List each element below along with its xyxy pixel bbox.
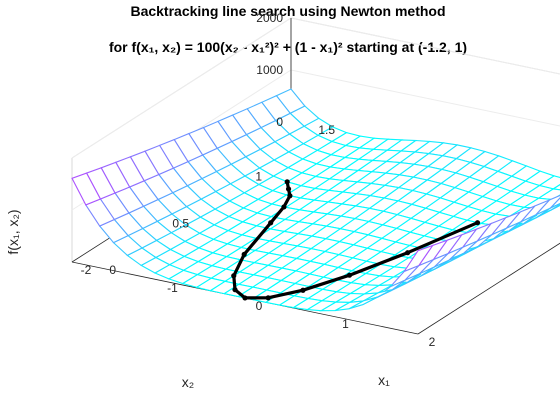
path-point (284, 179, 290, 185)
path-point (287, 193, 293, 199)
z-tick-label: 0 (276, 115, 283, 129)
tick-labels: 0 1000 2000 0 0.5 1 1.5 -2 -1 0 1 2 (81, 11, 436, 349)
path-point (268, 220, 274, 226)
x2-tick-label: 0.5 (172, 216, 189, 230)
surface-mesh (71, 88, 560, 312)
x1-tick-label: -1 (167, 281, 178, 295)
z-tick-label: 2000 (256, 11, 283, 25)
x1-tick-label: -2 (81, 263, 92, 277)
chart-title-line2: for f(x₁, x₂) = 100(x₂ - x₁²)² + (1 - x₁… (109, 39, 467, 55)
path-point (231, 273, 237, 279)
axis-line (417, 242, 560, 335)
path-point (285, 186, 292, 192)
z-tick-label: 1000 (256, 63, 283, 77)
chart-title-line1: Backtracking line search using Newton me… (130, 3, 445, 19)
z-axis-label: f(x₁, x₂) (5, 209, 21, 254)
path-point (232, 287, 238, 293)
iterate-path (231, 179, 481, 301)
x2-tick-label: 1.5 (318, 123, 335, 137)
path-point (242, 295, 248, 301)
path-point (281, 204, 287, 210)
path-point (265, 295, 271, 301)
surface-cell (71, 172, 102, 206)
x1-tick-label: 1 (342, 317, 349, 331)
x1-axis-label: x₁ (378, 372, 390, 388)
x2-tick-label: 1 (255, 170, 262, 184)
path-point (300, 287, 306, 293)
path-point (346, 272, 353, 278)
x1-tick-label: 2 (429, 335, 436, 349)
path-point (474, 220, 481, 226)
x2-axis-label: x₂ (182, 374, 194, 390)
x1-tick-label: 0 (256, 299, 263, 313)
x2-tick-label: 0 (109, 263, 116, 277)
path-point (241, 251, 247, 257)
path-point (405, 250, 411, 256)
